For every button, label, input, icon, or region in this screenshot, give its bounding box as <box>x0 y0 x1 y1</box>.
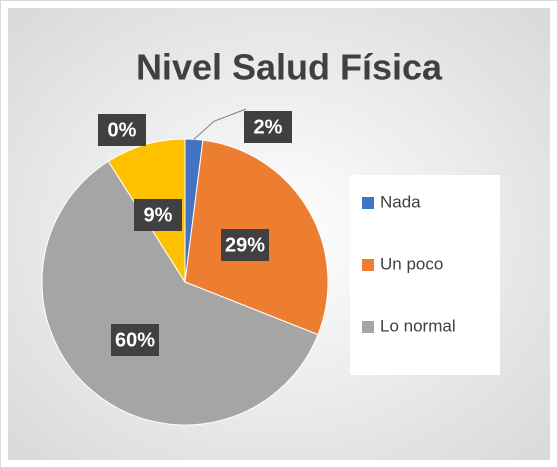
data-label: 60% <box>115 329 155 351</box>
data-label-box <box>244 111 292 143</box>
leader-line <box>193 108 247 140</box>
data-label: 0% <box>108 119 137 141</box>
legend-swatch <box>362 321 374 333</box>
data-label-box <box>98 114 146 146</box>
legend-label: Un poco <box>380 254 443 273</box>
data-label-box <box>221 229 269 261</box>
data-label-box <box>111 324 159 356</box>
data-label: 9% <box>144 204 173 226</box>
data-label: 2% <box>254 116 283 138</box>
legend-swatch <box>362 197 374 209</box>
data-label: 29% <box>225 234 265 256</box>
legend-label: Nada <box>380 192 421 211</box>
legend-swatch <box>362 259 374 271</box>
legend-label: Lo normal <box>380 316 456 335</box>
data-label-box <box>134 199 182 231</box>
chart-title: Nivel Salud Física <box>136 47 443 88</box>
legend-box <box>350 175 500 375</box>
pie-slice <box>41 160 319 426</box>
